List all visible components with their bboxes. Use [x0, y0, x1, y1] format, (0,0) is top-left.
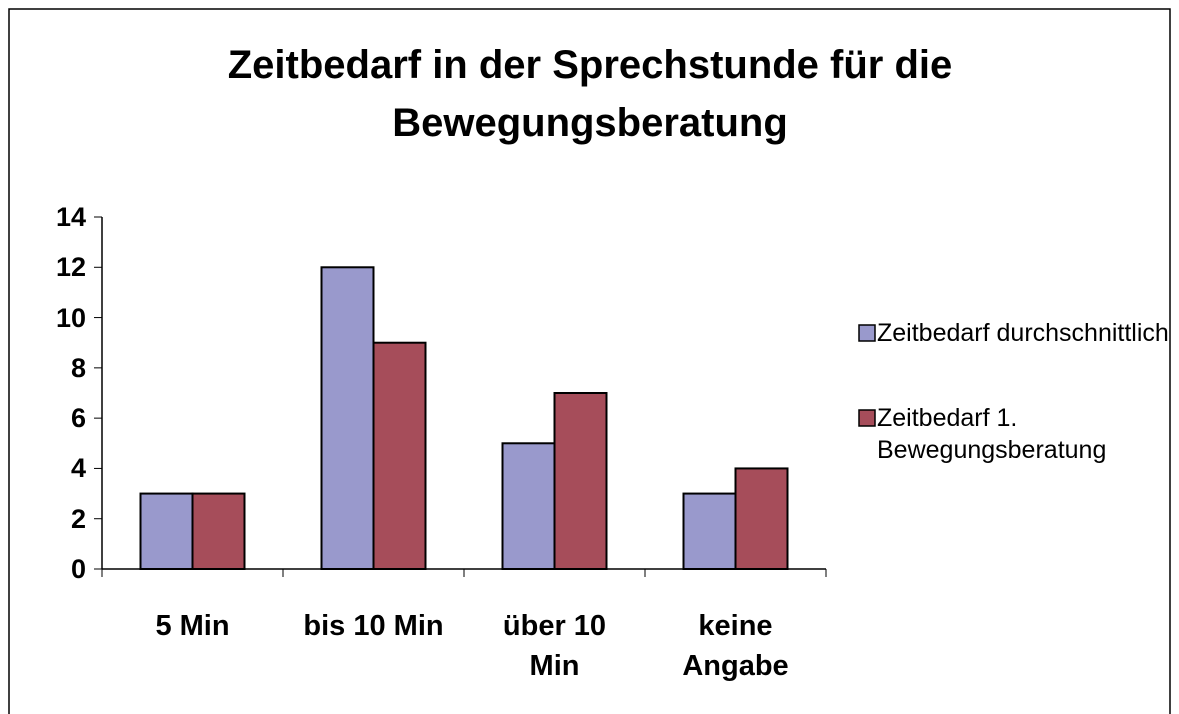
bar [320, 266, 375, 570]
bar [734, 467, 789, 570]
bar [682, 492, 737, 571]
y-tick-label: 10 [55, 302, 86, 333]
y-tick-label: 12 [55, 252, 86, 283]
y-tick-label: 6 [70, 403, 86, 434]
bar [501, 442, 556, 570]
legend-swatch [858, 409, 876, 427]
y-tick-label: 8 [70, 352, 86, 383]
legend-label: Zeitbedarf durchschnittlich [877, 319, 1169, 347]
y-tick-label: 4 [70, 453, 86, 484]
y-tick-label: 14 [55, 202, 86, 232]
y-tick-label: 0 [70, 554, 86, 584]
x-tick-label: bis 10 Min [303, 610, 444, 642]
legend-label: Zeitbedarf 1. Bewegungsberatung [877, 404, 1107, 464]
bar [191, 492, 246, 571]
bar [372, 341, 427, 571]
x-tick-label: 5 Min [155, 610, 230, 642]
chart-title: Zeitbedarf in der Sprechstunde für die B… [227, 43, 953, 145]
legend-swatch [858, 324, 876, 342]
frame [8, 8, 1171, 714]
bar [139, 492, 194, 571]
y-tick-label: 2 [70, 503, 86, 534]
bar [553, 392, 608, 570]
x-tick-label: über 10 Min [502, 610, 607, 682]
x-tick-label: keine Angabe [682, 610, 789, 682]
